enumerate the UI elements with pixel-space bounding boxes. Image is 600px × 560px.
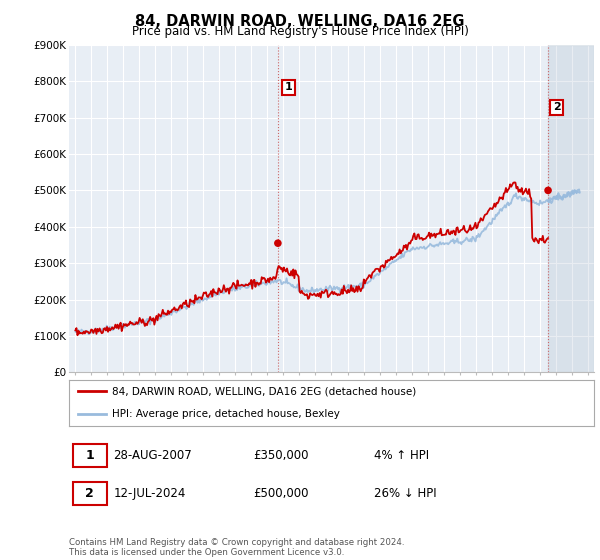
Text: 28-AUG-2007: 28-AUG-2007 <box>113 449 193 462</box>
Text: £500,000: £500,000 <box>253 487 308 500</box>
Text: £350,000: £350,000 <box>253 449 308 462</box>
FancyBboxPatch shape <box>73 444 107 467</box>
Text: 1: 1 <box>85 449 94 462</box>
Point <box>543 186 553 195</box>
Text: 84, DARWIN ROAD, WELLING, DA16 2EG (detached house): 84, DARWIN ROAD, WELLING, DA16 2EG (deta… <box>112 386 416 396</box>
Bar <box>548 45 594 372</box>
Text: HPI: Average price, detached house, Bexley: HPI: Average price, detached house, Bexl… <box>112 409 340 419</box>
Text: Contains HM Land Registry data © Crown copyright and database right 2024.
This d: Contains HM Land Registry data © Crown c… <box>69 538 404 557</box>
Text: 12-JUL-2024: 12-JUL-2024 <box>113 487 186 500</box>
Text: 26% ↓ HPI: 26% ↓ HPI <box>373 487 436 500</box>
Text: 2: 2 <box>553 102 560 113</box>
Text: 1: 1 <box>284 82 292 92</box>
Text: 84, DARWIN ROAD, WELLING, DA16 2EG: 84, DARWIN ROAD, WELLING, DA16 2EG <box>135 14 465 29</box>
Text: Price paid vs. HM Land Registry's House Price Index (HPI): Price paid vs. HM Land Registry's House … <box>131 25 469 38</box>
Text: 4% ↑ HPI: 4% ↑ HPI <box>373 449 428 462</box>
Point <box>273 239 283 248</box>
Text: 2: 2 <box>85 487 94 500</box>
FancyBboxPatch shape <box>73 482 107 505</box>
